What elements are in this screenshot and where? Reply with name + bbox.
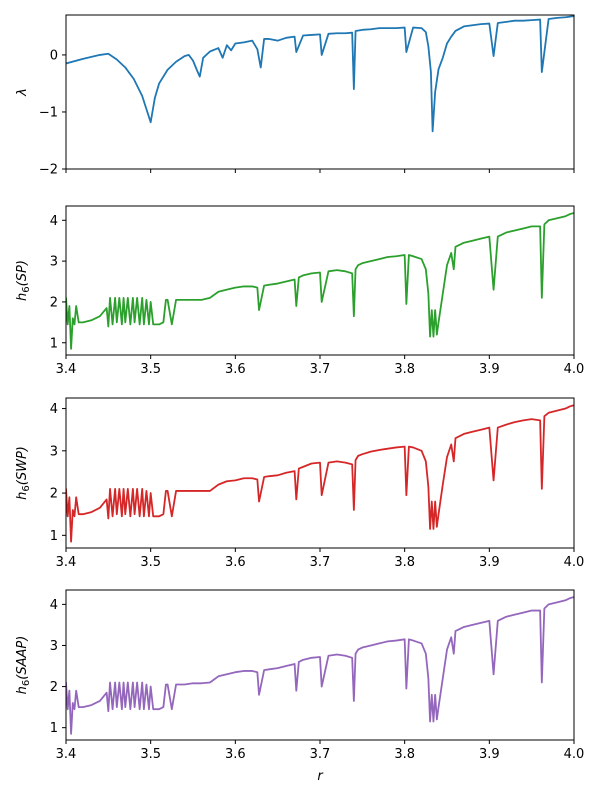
x-tick-label: 3.5 [140, 362, 161, 377]
x-axis-label: r [317, 769, 324, 784]
x-tick-label: 3.9 [479, 747, 500, 762]
chart-panel-1: −2 −1 0 λ [15, 14, 575, 178]
x-tick-label: 3.6 [225, 555, 246, 570]
x-tick-label: 3.8 [394, 362, 415, 377]
y-axis-label: h6(SAAP) [15, 636, 32, 695]
y-tick-label: −1 [39, 105, 58, 120]
y-axis-label: h6(SWP) [15, 446, 32, 500]
y-tick-label: 4 [50, 402, 58, 417]
y-tick-label: 3 [50, 444, 58, 459]
series-line [66, 15, 574, 133]
series-line [66, 596, 574, 735]
x-tick-label: 3.9 [479, 362, 500, 377]
x-tick-label: 3.6 [225, 362, 246, 377]
y-tick-label: 1 [50, 336, 58, 351]
chart-panel-4: 3.4 3.5 3.6 3.7 3.8 3.9 4.0 1 2 3 4 h6(SAAP) r [15, 589, 585, 784]
y-tick-label: 4 [50, 214, 58, 229]
y-tick-label: 1 [50, 529, 58, 544]
y-tick-label: 3 [50, 255, 58, 270]
x-tick-label: 3.6 [225, 747, 246, 762]
y-axis-label: h6(SP) [15, 260, 32, 301]
series-line [66, 404, 574, 543]
y-tick-label: 1 [50, 721, 58, 736]
y-tick-label: 2 [50, 487, 58, 502]
x-tick-label: 3.7 [310, 747, 331, 762]
y-tick-label: 2 [50, 295, 58, 310]
x-tick-label: 3.7 [310, 362, 331, 377]
x-tick-label: 3.5 [140, 555, 161, 570]
x-tick-label: 4.0 [564, 555, 585, 570]
x-tick-label: 4.0 [564, 362, 585, 377]
x-tick-label: 3.4 [56, 555, 77, 570]
x-tick-label: 3.4 [56, 362, 77, 377]
y-tick-label: 4 [50, 598, 58, 613]
x-tick-label: 3.9 [479, 555, 500, 570]
y-axis-label: λ [15, 88, 30, 97]
series-line [66, 212, 574, 350]
y-tick-label: 2 [50, 680, 58, 695]
y-tick-label: 3 [50, 639, 58, 654]
chart-panel-3: 3.4 3.5 3.6 3.7 3.8 3.9 4.0 1 2 3 4 h6(SWP) [15, 397, 585, 570]
y-tick-label: 0 [50, 48, 58, 63]
x-tick-label: 3.4 [56, 747, 77, 762]
x-tick-label: 3.5 [140, 747, 161, 762]
x-tick-label: 3.7 [310, 555, 331, 570]
y-tick-label: −2 [39, 163, 58, 178]
chart-panel-2: 3.4 3.5 3.6 3.7 3.8 3.9 4.0 1 2 3 4 h6(SP) [15, 205, 585, 377]
x-tick-label: 3.8 [394, 747, 415, 762]
x-tick-label: 3.8 [394, 555, 415, 570]
x-tick-label: 4.0 [564, 747, 585, 762]
